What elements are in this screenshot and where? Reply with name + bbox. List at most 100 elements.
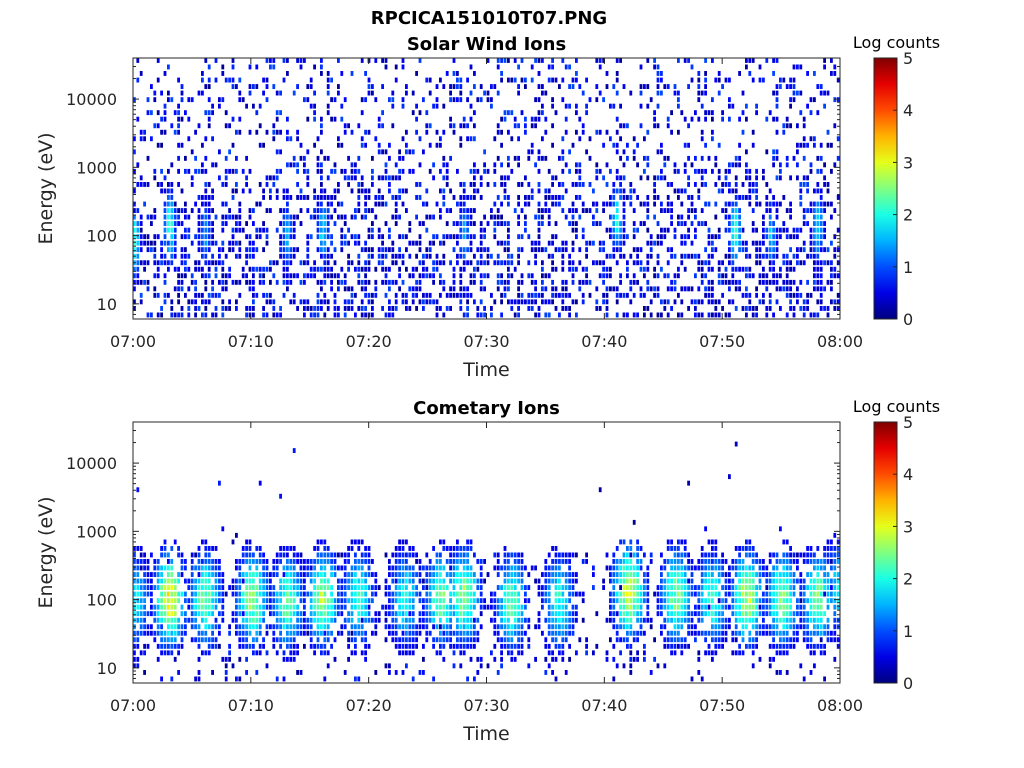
heatmap-cell (619, 565, 622, 571)
heatmap-cell (299, 624, 303, 630)
heatmap-cell (558, 292, 561, 298)
heatmap-cell (187, 227, 191, 233)
heatmap-cell (245, 643, 248, 649)
heatmap-cell (364, 201, 367, 207)
heatmap-cell (622, 175, 626, 181)
heatmap-cell (418, 195, 422, 200)
heatmap-cell (221, 312, 225, 318)
heatmap-cell (177, 617, 180, 623)
heatmap-cell (136, 572, 140, 577)
heatmap-cell (204, 539, 208, 545)
heatmap-cell (513, 585, 517, 590)
heatmap-cell (466, 286, 469, 292)
heatmap-cell (765, 247, 769, 253)
heatmap-cell (252, 578, 255, 584)
heatmap-cell (792, 292, 796, 298)
heatmap-cell (768, 247, 772, 253)
heatmap-cell (204, 611, 208, 617)
heatmap-cell (615, 201, 619, 207)
heatmap-cell (619, 598, 622, 604)
heatmap-cell (316, 201, 320, 207)
heatmap-cell (432, 676, 435, 682)
heatmap-cell (547, 240, 551, 246)
heatmap-cell (554, 77, 558, 83)
heatmap-cell (653, 240, 656, 246)
heatmap-cell (823, 90, 826, 96)
x-tick-label: 07:40 (581, 332, 627, 351)
heatmap-cell (609, 168, 612, 174)
heatmap-cell (806, 188, 809, 194)
heatmap-cell (167, 617, 170, 623)
heatmap-cell (347, 182, 350, 187)
heatmap-cell (578, 279, 582, 285)
heatmap-cell (558, 195, 561, 200)
heatmap-cell (547, 598, 551, 604)
heatmap-cell (235, 591, 238, 597)
heatmap-cell (632, 604, 636, 610)
heatmap-cell (462, 195, 466, 200)
heatmap-cell (493, 624, 497, 630)
heatmap-cell (585, 208, 588, 213)
heatmap-cell (775, 279, 779, 285)
heatmap-cell (656, 90, 660, 96)
heatmap-cell (187, 168, 191, 174)
heatmap-cell (265, 624, 269, 630)
heatmap-cell (150, 221, 153, 226)
heatmap-cell (612, 247, 616, 253)
heatmap-cell (207, 234, 211, 240)
heatmap-cell (201, 591, 204, 597)
heatmap-cell (177, 591, 180, 597)
heatmap-cell (796, 90, 799, 96)
heatmap-cell (534, 299, 537, 305)
heatmap-cell (167, 208, 170, 213)
heatmap-cell (534, 578, 537, 584)
heatmap-cell (503, 559, 507, 564)
heatmap-cell (160, 650, 163, 656)
heatmap-cell (173, 312, 177, 318)
heatmap-cell (466, 676, 469, 682)
heatmap-cell (496, 286, 500, 292)
heatmap-cell (707, 312, 711, 318)
heatmap-cell (789, 260, 792, 266)
heatmap-cell (150, 552, 153, 558)
heatmap-cell (411, 90, 415, 96)
heatmap-cell (218, 247, 221, 253)
heatmap-cell (156, 273, 160, 279)
heatmap-cell (286, 201, 289, 207)
heatmap-cell (459, 77, 463, 83)
heatmap-cell (167, 188, 170, 194)
heatmap-cell (615, 58, 619, 63)
heatmap-cell (180, 637, 184, 643)
heatmap-cell (748, 188, 752, 194)
heatmap-cell (711, 240, 714, 246)
heatmap-cell (503, 565, 507, 571)
heatmap-cell (772, 312, 775, 318)
heatmap-cell (704, 58, 707, 63)
heatmap-cell (704, 201, 707, 207)
heatmap-cell (347, 637, 350, 643)
heatmap-cell (632, 221, 636, 226)
heatmap-cell (486, 572, 490, 577)
heatmap-cell (524, 214, 527, 220)
heatmap-cell (411, 643, 415, 649)
heatmap-cell (462, 565, 466, 571)
heatmap-cell (197, 240, 201, 246)
heatmap-cell (721, 84, 724, 89)
heatmap-cell (612, 611, 616, 617)
heatmap-cell (785, 273, 789, 279)
heatmap-cell (371, 168, 374, 174)
heatmap-cell (517, 552, 520, 558)
heatmap-cell (306, 116, 310, 122)
heatmap-cell (292, 643, 296, 649)
heatmap-cell (473, 234, 476, 240)
heatmap-cell (303, 643, 306, 649)
heatmap-cell (309, 578, 313, 584)
heatmap-cell (313, 559, 316, 564)
heatmap-cell (554, 266, 558, 272)
heatmap-cell (486, 97, 490, 103)
heatmap-cell (326, 559, 330, 564)
heatmap-cell (272, 559, 276, 564)
heatmap-cell (592, 650, 595, 656)
heatmap-cell (384, 552, 388, 558)
heatmap-cell (646, 279, 650, 285)
